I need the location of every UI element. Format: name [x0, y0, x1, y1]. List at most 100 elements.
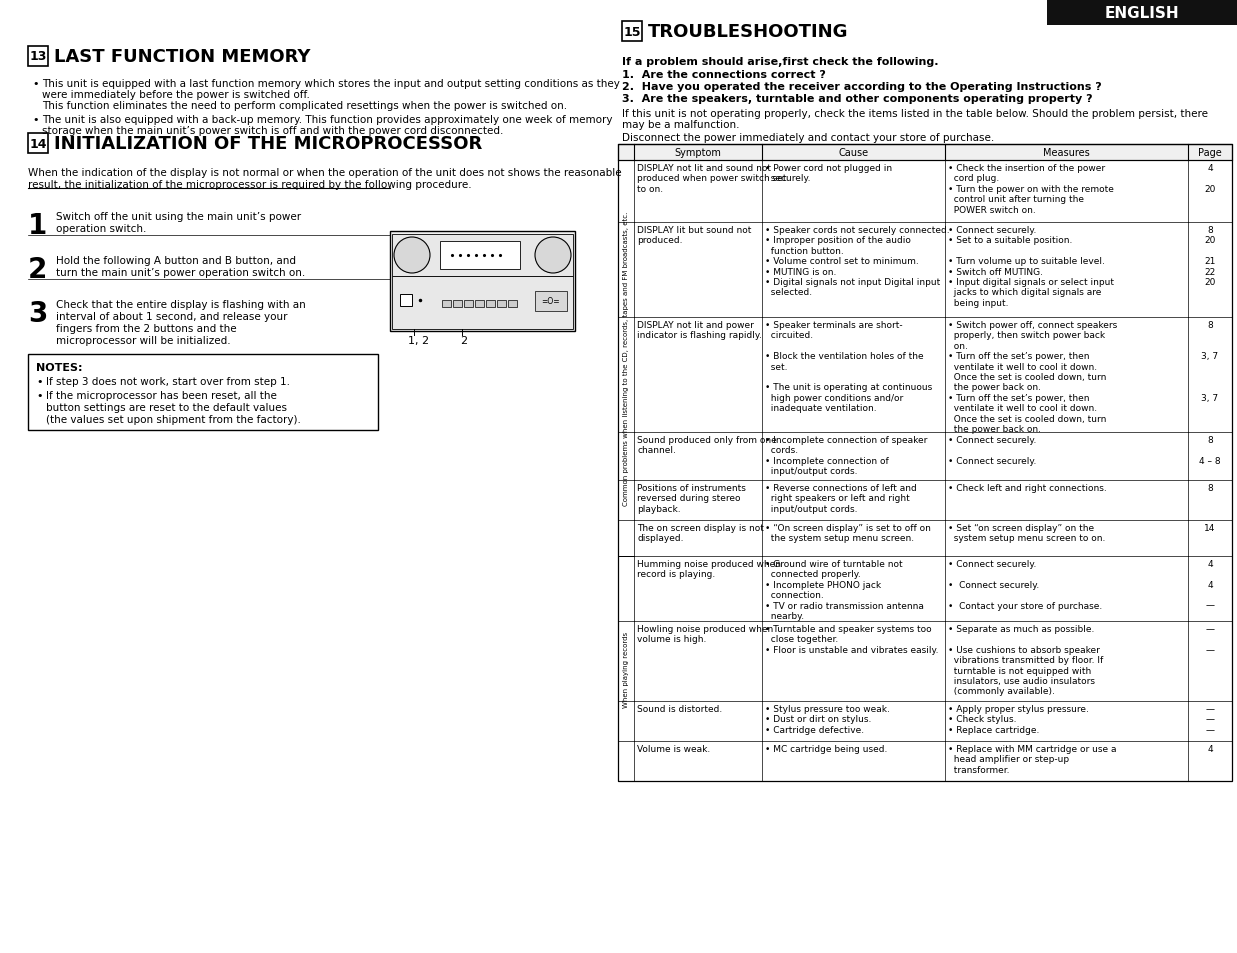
- Text: 8: 8: [1207, 483, 1212, 493]
- Text: • Ground wire of turntable not
  connected properly.
• Incomplete PHONO jack
  c: • Ground wire of turntable not connected…: [764, 559, 924, 620]
- Text: =O=: =O=: [542, 297, 560, 306]
- Text: • Check the insertion of the power
  cord plug.
• Turn the power on with the rem: • Check the insertion of the power cord …: [948, 164, 1113, 214]
- Text: 15: 15: [623, 26, 641, 38]
- Text: 2.  Have you operated the receiver according to the Operating Instructions ?: 2. Have you operated the receiver accord…: [622, 82, 1102, 91]
- Text: • Set “on screen display” on the
  system setup menu screen to on.: • Set “on screen display” on the system …: [948, 523, 1106, 543]
- Bar: [508, 301, 517, 308]
- Text: storage when the main unit’s power switch is off and with the power cord disconn: storage when the main unit’s power switc…: [42, 126, 503, 136]
- Bar: [464, 301, 473, 308]
- Text: • Check left and right connections.: • Check left and right connections.: [948, 483, 1107, 493]
- Bar: [1047, 0, 1237, 26]
- Text: Positions of instruments
reversed during stereo
playback.: Positions of instruments reversed during…: [637, 483, 746, 514]
- Text: •: •: [32, 115, 38, 125]
- Text: The unit is also equipped with a back-up memory. This function provides approxim: The unit is also equipped with a back-up…: [42, 115, 612, 125]
- Circle shape: [395, 237, 430, 274]
- Text: • Connect securely.
• Set to a suitable position.

• Turn volume up to suitable : • Connect securely. • Set to a suitable …: [948, 226, 1115, 308]
- Text: 4

20: 4 20: [1205, 164, 1216, 193]
- Text: 8

4 – 8: 8 4 – 8: [1199, 436, 1221, 465]
- Text: result, the initialization of the microprocessor is required by the following pr: result, the initialization of the microp…: [28, 180, 471, 190]
- Text: 14: 14: [1205, 523, 1216, 533]
- Text: Cause: Cause: [839, 148, 868, 158]
- Text: This function eliminates the need to perform complicated resettings when the pow: This function eliminates the need to per…: [42, 101, 567, 111]
- Text: DISPLAY not lit and power
indicator is flashing rapidly.: DISPLAY not lit and power indicator is f…: [637, 320, 762, 340]
- Text: were immediately before the power is switched off.: were immediately before the power is swi…: [42, 90, 310, 100]
- Text: If step 3 does not work, start over from step 1.: If step 3 does not work, start over from…: [46, 376, 289, 387]
- Text: 2: 2: [460, 335, 468, 346]
- Bar: [486, 301, 495, 308]
- Text: LAST FUNCTION MEMORY: LAST FUNCTION MEMORY: [54, 48, 310, 66]
- Text: •: •: [36, 376, 42, 387]
- Bar: [390, 232, 575, 332]
- Bar: [442, 301, 452, 308]
- Text: ENGLISH: ENGLISH: [1105, 6, 1179, 20]
- Text: • Incomplete connection of speaker
  cords.
• Incomplete connection of
  input/o: • Incomplete connection of speaker cords…: [764, 436, 928, 476]
- Bar: [400, 294, 412, 307]
- Text: •: •: [32, 79, 38, 89]
- Text: • Separate as much as possible.

• Use cushions to absorb speaker
  vibrations t: • Separate as much as possible. • Use cu…: [948, 624, 1103, 696]
- Text: • Connect securely.

• Connect securely.: • Connect securely. • Connect securely.: [948, 436, 1037, 465]
- Text: Measures: Measures: [1043, 148, 1090, 158]
- Text: 4: 4: [1207, 744, 1212, 753]
- Text: Volume is weak.: Volume is weak.: [637, 744, 710, 753]
- Text: Howling noise produced when
volume is high.: Howling noise produced when volume is hi…: [637, 624, 773, 643]
- Bar: [534, 292, 567, 312]
- Bar: [622, 22, 642, 42]
- Text: • Replace with MM cartridge or use a
  head amplifier or step-up
  transformer.: • Replace with MM cartridge or use a hea…: [948, 744, 1117, 774]
- Text: Switch off the unit using the main unit’s power: Switch off the unit using the main unit’…: [56, 212, 301, 222]
- Text: • Speaker cords not securely connected.
• Improper position of the audio
  funct: • Speaker cords not securely connected. …: [764, 226, 950, 297]
- Text: Humming noise produced when
record is playing.: Humming noise produced when record is pl…: [637, 559, 781, 578]
- Text: •: •: [36, 391, 42, 400]
- Bar: [453, 301, 461, 308]
- Text: • Power cord not plugged in
  securely.: • Power cord not plugged in securely.: [764, 164, 892, 183]
- Bar: [475, 301, 484, 308]
- Text: 1, 2: 1, 2: [408, 335, 429, 346]
- Text: • MC cartridge being used.: • MC cartridge being used.: [764, 744, 887, 753]
- Bar: [28, 355, 379, 431]
- Text: DISPLAY not lit and sound not
produced when power switch set
to on.: DISPLAY not lit and sound not produced w…: [637, 164, 787, 193]
- Text: • Apply proper stylus pressure.
• Check stylus.
• Replace cartridge.: • Apply proper stylus pressure. • Check …: [948, 704, 1089, 734]
- Circle shape: [534, 237, 571, 274]
- Text: Hold the following A button and B button, and: Hold the following A button and B button…: [56, 255, 296, 266]
- Text: —

—: — —: [1206, 624, 1215, 654]
- Bar: [28, 133, 48, 153]
- Text: button settings are reset to the default values: button settings are reset to the default…: [46, 402, 287, 413]
- Text: may be a malfunction.: may be a malfunction.: [622, 120, 740, 130]
- Text: When the indication of the display is not normal or when the operation of the un: When the indication of the display is no…: [28, 168, 622, 178]
- Text: fingers from the 2 buttons and the: fingers from the 2 buttons and the: [56, 324, 236, 334]
- Text: —
—
—: — — —: [1206, 704, 1215, 734]
- Text: 4

4

—: 4 4 —: [1206, 559, 1215, 610]
- Text: This unit is equipped with a last function memory which stores the input and out: This unit is equipped with a last functi…: [42, 79, 620, 89]
- Text: operation switch.: operation switch.: [56, 224, 146, 233]
- Bar: [392, 276, 573, 330]
- Text: If the microprocessor has been reset, all the: If the microprocessor has been reset, al…: [46, 391, 277, 400]
- Bar: [497, 301, 506, 308]
- Text: • Speaker terminals are short-
  circuited.

• Block the ventilation holes of th: • Speaker terminals are short- circuited…: [764, 320, 933, 413]
- Text: interval of about 1 second, and release your: interval of about 1 second, and release …: [56, 312, 287, 322]
- Text: • Stylus pressure too weak.
• Dust or dirt on stylus.
• Cartridge defective.: • Stylus pressure too weak. • Dust or di…: [764, 704, 889, 734]
- Text: 14: 14: [30, 137, 47, 151]
- Text: 8
20

21
22
20: 8 20 21 22 20: [1205, 226, 1216, 287]
- Text: (the values set upon shipment from the factory).: (the values set upon shipment from the f…: [46, 415, 301, 424]
- Text: 3.  Are the speakers, turntable and other components operating property ?: 3. Are the speakers, turntable and other…: [622, 94, 1092, 104]
- Bar: [618, 145, 1232, 161]
- Text: 2: 2: [28, 255, 47, 284]
- Text: Sound is distorted.: Sound is distorted.: [637, 704, 722, 713]
- Text: Sound produced only from one
channel.: Sound produced only from one channel.: [637, 436, 777, 455]
- Text: turn the main unit’s power operation switch on.: turn the main unit’s power operation swi…: [56, 268, 306, 277]
- Bar: [618, 145, 1232, 781]
- Text: • Switch power off, connect speakers
  properly, then switch power back
  on.
• : • Switch power off, connect speakers pro…: [948, 320, 1117, 434]
- Bar: [440, 242, 520, 270]
- Text: If a problem should arise,first check the following.: If a problem should arise,first check th…: [622, 57, 939, 67]
- Text: Disconnect the power immediately and contact your store of purchase.: Disconnect the power immediately and con…: [622, 132, 995, 143]
- Text: 1: 1: [28, 212, 47, 240]
- Text: 1.  Are the connections correct ?: 1. Are the connections correct ?: [622, 70, 826, 80]
- Text: 8


3, 7



3, 7: 8 3, 7 3, 7: [1201, 320, 1218, 402]
- Text: If this unit is not operating properly, check the items listed in the table belo: If this unit is not operating properly, …: [622, 109, 1209, 119]
- Text: The on screen display is not
displayed.: The on screen display is not displayed.: [637, 523, 764, 543]
- Text: INITIALIZATION OF THE MICROPROCESSOR: INITIALIZATION OF THE MICROPROCESSOR: [54, 135, 482, 152]
- Text: microprocessor will be initialized.: microprocessor will be initialized.: [56, 335, 230, 346]
- Text: Common problems when listening to the CD, records, tapes and FM broadcasts, etc.: Common problems when listening to the CD…: [623, 212, 628, 506]
- Text: • “On screen display” is set to off on
  the system setup menu screen.: • “On screen display” is set to off on t…: [764, 523, 931, 543]
- Bar: [392, 234, 573, 276]
- Text: Page: Page: [1199, 148, 1222, 158]
